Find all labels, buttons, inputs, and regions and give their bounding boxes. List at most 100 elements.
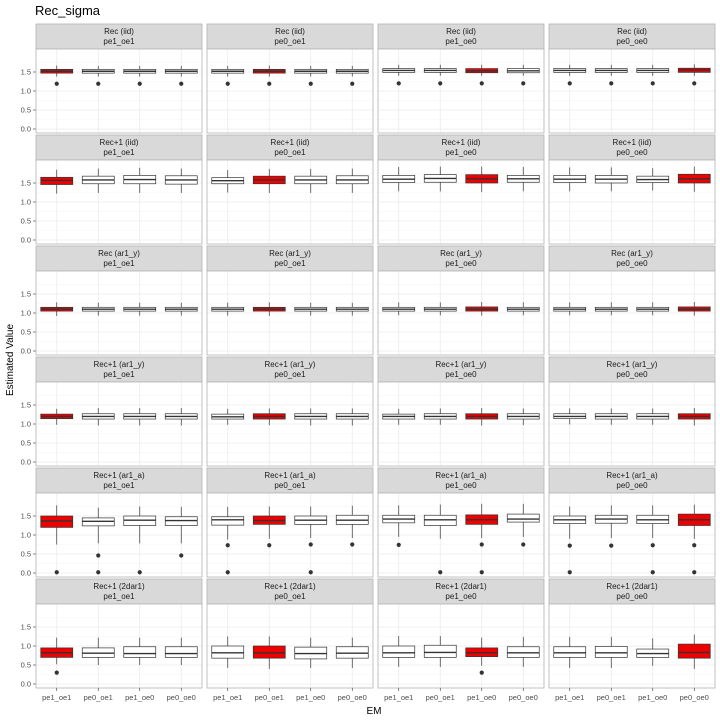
panel-border xyxy=(377,48,545,134)
panel-border xyxy=(377,270,545,356)
x-tick-label: pe1_oe1 xyxy=(555,693,584,702)
x-tick-label: pe1_oe0 xyxy=(296,693,325,702)
y-tick-label: 0.0 xyxy=(21,569,31,578)
panel-border xyxy=(206,159,374,245)
x-tick-label: pe0_oe0 xyxy=(338,693,367,702)
facet-strip xyxy=(35,245,203,272)
facet-strip-label-row: Rec+1 (ar1_a) xyxy=(93,471,145,480)
outlier-point xyxy=(225,570,230,575)
facet-strip xyxy=(206,23,374,50)
outlier-point xyxy=(692,570,697,575)
outlier-point xyxy=(396,542,401,547)
panel-border xyxy=(35,381,203,467)
outlier-point xyxy=(350,81,355,86)
facet-strip xyxy=(206,245,374,272)
outlier-point xyxy=(438,570,443,575)
outlier-point xyxy=(521,81,526,86)
outlier-point xyxy=(308,81,313,86)
facet-strip xyxy=(377,356,545,383)
facet-strip xyxy=(206,356,374,383)
panel-border xyxy=(35,492,203,578)
outlier-point xyxy=(692,81,697,86)
panel-border xyxy=(377,603,545,689)
box-iqr xyxy=(506,513,540,523)
outlier-point xyxy=(609,81,614,86)
facet-strip-label-row: Rec+1 (ar1_y) xyxy=(265,360,316,369)
x-axis-title: EM xyxy=(367,706,382,717)
facet-strip xyxy=(377,245,545,272)
facet-strip-label-row: Rec+1 (ar1_a) xyxy=(435,471,487,480)
panel-border xyxy=(206,603,374,689)
outlier-point xyxy=(225,81,230,86)
x-tick-label: pe0_oe0 xyxy=(509,693,538,702)
box-iqr xyxy=(423,644,457,658)
facet-strip-label-col: pe0_oe1 xyxy=(274,148,306,157)
facet-strip xyxy=(548,578,716,605)
box-iqr xyxy=(40,515,74,528)
facet-strip xyxy=(377,467,545,494)
y-tick-label: 1.0 xyxy=(21,198,31,207)
y-tick-label: 0.0 xyxy=(21,347,31,356)
facet-strip-label-col: pe0_oe0 xyxy=(616,592,648,601)
box-iqr xyxy=(211,516,245,526)
facet-strip xyxy=(377,23,545,50)
y-tick-label: 0.5 xyxy=(21,550,31,559)
facet-strip-label-col: pe1_oe0 xyxy=(445,481,477,490)
facet-strip-label-col: pe1_oe0 xyxy=(445,592,477,601)
outlier-point xyxy=(650,543,655,548)
outlier-point xyxy=(267,543,272,548)
panel-border xyxy=(35,159,203,245)
y-tick-label: 0.0 xyxy=(21,458,31,467)
panel-border xyxy=(377,159,545,245)
box-iqr xyxy=(506,646,540,658)
x-tick-label: pe0_oe1 xyxy=(84,693,113,702)
box-iqr xyxy=(211,645,245,659)
facet-strip xyxy=(206,467,374,494)
y-tick-label: 1.5 xyxy=(21,68,31,77)
outlier-point xyxy=(650,570,655,575)
facet-strip xyxy=(35,467,203,494)
outlier-point xyxy=(609,543,614,548)
outlier-point xyxy=(54,81,59,86)
facet-strip-label-row: Rec (ar1_y) xyxy=(611,249,653,258)
panel-border xyxy=(377,492,545,578)
outlier-point xyxy=(179,553,184,558)
facet-strip-label-col: pe0_oe1 xyxy=(274,37,306,46)
y-tick-label: 0.5 xyxy=(21,217,31,226)
outlier-point xyxy=(567,543,572,548)
facet-strip-label-col: pe0_oe1 xyxy=(274,259,306,268)
facet-strip-label-col: pe1_oe0 xyxy=(445,37,477,46)
facet-strip-label-col: pe0_oe0 xyxy=(616,37,648,46)
outlier-point xyxy=(650,81,655,86)
y-tick-label: 1.5 xyxy=(21,623,31,632)
panel-border xyxy=(35,270,203,356)
facet-strip-label-col: pe0_oe0 xyxy=(616,481,648,490)
outlier-point xyxy=(225,543,230,548)
x-tick-label: pe1_oe0 xyxy=(467,693,496,702)
panel-border xyxy=(548,270,716,356)
facet-strip xyxy=(35,23,203,50)
outlier-point xyxy=(308,570,313,575)
facet-strip-label-col: pe0_oe1 xyxy=(274,370,306,379)
facet-strip xyxy=(206,134,374,161)
y-tick-label: 1.5 xyxy=(21,512,31,521)
facet-strip-label-row: Rec+1 (2dar1) xyxy=(93,582,145,591)
panel-border xyxy=(206,270,374,356)
outlier-point xyxy=(567,570,572,575)
x-tick-label: pe1_oe1 xyxy=(42,693,71,702)
facet-strip-label-row: Rec (iid) xyxy=(275,27,305,36)
facet-strip-label-row: Rec (iid) xyxy=(446,27,476,36)
box-iqr xyxy=(123,646,157,658)
facet-strip xyxy=(548,467,716,494)
facet-strip-label-row: Rec+1 (2dar1) xyxy=(435,582,487,591)
panel-border xyxy=(35,48,203,134)
y-tick-label: 1.5 xyxy=(21,401,31,410)
outlier-point xyxy=(179,81,184,86)
x-tick-label: pe1_oe1 xyxy=(213,693,242,702)
facet-strip-label-row: Rec (ar1_y) xyxy=(269,249,311,258)
box-iqr xyxy=(164,646,198,658)
facet-strip-label-col: pe1_oe1 xyxy=(103,481,135,490)
facet-strip-label-col: pe0_oe1 xyxy=(274,481,306,490)
